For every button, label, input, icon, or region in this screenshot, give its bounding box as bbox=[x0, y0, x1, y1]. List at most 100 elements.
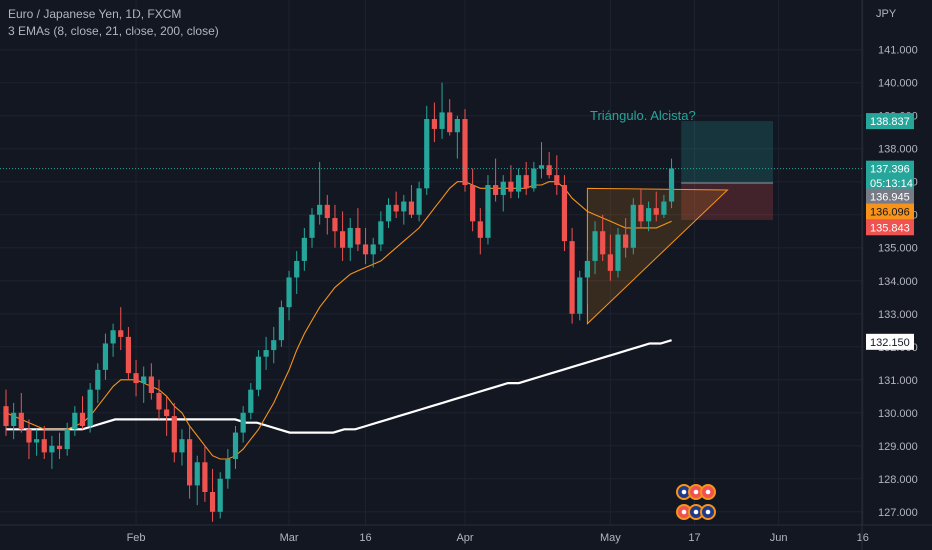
candle-body bbox=[584, 260, 590, 278]
price-tag-bg bbox=[866, 203, 914, 220]
candle-body bbox=[577, 277, 583, 314]
candle bbox=[362, 227, 369, 265]
candle-body bbox=[393, 204, 399, 212]
candle bbox=[508, 165, 514, 199]
candle bbox=[653, 191, 659, 222]
candle-body bbox=[164, 409, 170, 417]
candle bbox=[668, 158, 675, 209]
candle bbox=[615, 227, 621, 278]
candle bbox=[56, 432, 63, 459]
price-tag: 136.945 bbox=[866, 188, 914, 205]
candle-body bbox=[209, 491, 216, 512]
candle bbox=[523, 161, 529, 195]
candle bbox=[401, 194, 407, 225]
indicator-title[interactable]: 3 EMAs (8, close, 21, close, 200, close) bbox=[8, 24, 219, 38]
candle-body bbox=[531, 168, 537, 189]
candle bbox=[240, 406, 246, 443]
candle bbox=[141, 366, 147, 403]
candle bbox=[102, 333, 109, 380]
price-tag-bg bbox=[866, 333, 914, 350]
candle-body bbox=[179, 439, 185, 453]
candle-body bbox=[477, 221, 483, 238]
event-flag-dot bbox=[693, 509, 699, 515]
candle bbox=[600, 214, 606, 261]
candle bbox=[49, 435, 55, 469]
candle-body bbox=[592, 231, 598, 261]
candle-body bbox=[125, 336, 131, 374]
event-flag-dot bbox=[705, 489, 711, 495]
y-tick-label: 135.000 bbox=[878, 243, 918, 255]
profit-zone bbox=[681, 121, 773, 184]
y-tick-label: 129.000 bbox=[878, 441, 918, 453]
price-tag-value: 135.843 bbox=[870, 222, 910, 234]
candle-body bbox=[508, 181, 514, 192]
ema-200-line bbox=[6, 339, 672, 434]
candle-body bbox=[102, 343, 109, 370]
event-flag-dot bbox=[705, 509, 711, 515]
price-tag-value: 136.096 bbox=[870, 207, 910, 219]
x-tick-label: Mar bbox=[280, 532, 299, 544]
candle-body bbox=[255, 356, 262, 390]
candle bbox=[26, 419, 32, 459]
candle-body bbox=[431, 119, 437, 129]
ema-21-line bbox=[5, 181, 672, 460]
candle-body bbox=[370, 244, 376, 255]
candle-body bbox=[607, 254, 613, 271]
candle-body bbox=[225, 458, 231, 479]
candle-body bbox=[141, 376, 147, 384]
x-tick-label: Jun bbox=[770, 532, 788, 544]
price-tag: 137.396 bbox=[866, 160, 914, 177]
candle bbox=[454, 115, 460, 159]
candle-body bbox=[194, 462, 200, 486]
candle-body bbox=[408, 201, 415, 215]
candle-body bbox=[95, 369, 101, 390]
y-tick-label: 134.000 bbox=[878, 276, 918, 288]
candle-body bbox=[385, 204, 392, 222]
candle bbox=[500, 175, 506, 212]
price-tag: 05:13:14 bbox=[866, 175, 914, 192]
candle-body bbox=[493, 185, 499, 195]
candle-body bbox=[118, 330, 124, 337]
candle bbox=[263, 336, 269, 370]
candle-body bbox=[87, 389, 93, 426]
candle bbox=[424, 105, 430, 195]
candle-body bbox=[646, 208, 652, 222]
candle bbox=[347, 218, 353, 261]
candle bbox=[248, 383, 254, 420]
y-tick-label: 131.000 bbox=[878, 375, 918, 387]
event-flag-dot bbox=[693, 489, 699, 495]
candle-body bbox=[3, 406, 9, 426]
price-tag-value: 132.150 bbox=[870, 337, 910, 349]
candle-body bbox=[439, 112, 445, 129]
candle-body bbox=[661, 201, 667, 215]
candle bbox=[638, 188, 644, 228]
candle-body bbox=[286, 277, 292, 308]
candle-body bbox=[232, 432, 239, 459]
candle-body bbox=[271, 340, 277, 351]
candle bbox=[416, 181, 422, 222]
symbol-title[interactable]: Euro / Japanese Yen, 1D, FXCM bbox=[8, 7, 182, 21]
candle bbox=[271, 326, 277, 364]
candle bbox=[309, 208, 315, 248]
price-tag: 136.096 bbox=[866, 203, 914, 220]
candle-body bbox=[538, 165, 545, 169]
candle-body bbox=[355, 227, 361, 245]
candle bbox=[646, 201, 652, 232]
candle bbox=[179, 429, 185, 466]
candle bbox=[209, 468, 216, 522]
x-tick-label: Feb bbox=[127, 532, 146, 544]
candle-body bbox=[309, 214, 315, 238]
x-tick-label: 16 bbox=[857, 532, 869, 544]
candle bbox=[79, 396, 86, 430]
candle bbox=[493, 158, 499, 202]
candle-body bbox=[18, 412, 24, 430]
candle bbox=[470, 168, 476, 232]
candle-body bbox=[630, 204, 636, 248]
candle bbox=[385, 198, 392, 228]
candle-body bbox=[56, 445, 63, 450]
candle bbox=[324, 194, 330, 235]
event-flag-dot bbox=[681, 489, 687, 495]
candle-body bbox=[171, 416, 177, 453]
candle-body bbox=[324, 204, 330, 219]
